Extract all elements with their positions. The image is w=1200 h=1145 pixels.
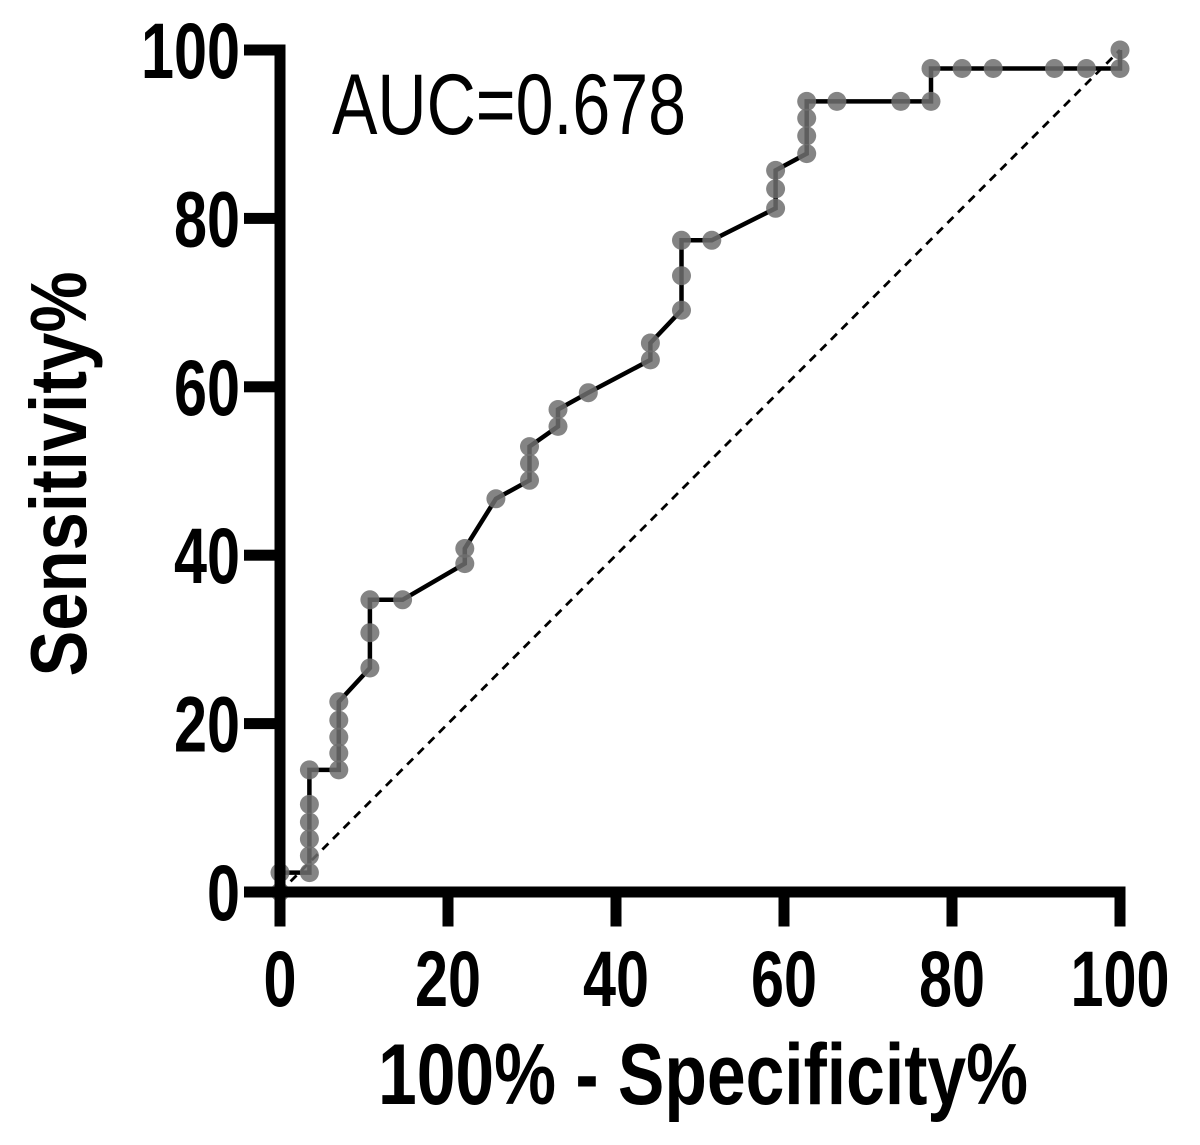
- y-tick: [244, 381, 275, 393]
- y-tick: [244, 44, 275, 56]
- roc-data-point: [299, 846, 319, 866]
- x-tick-label: 100: [1071, 934, 1170, 1023]
- roc-data-point: [672, 230, 691, 250]
- roc-data-point: [299, 829, 319, 849]
- y-tick: [244, 886, 275, 898]
- roc-data-point: [299, 760, 319, 780]
- x-tick-label: 20: [415, 934, 481, 1023]
- x-axis-title: 100% - Specificity%: [378, 1027, 1028, 1123]
- y-tick: [244, 549, 275, 561]
- roc-data-point: [921, 91, 941, 111]
- roc-data-point: [329, 743, 349, 763]
- roc-data-point: [1076, 59, 1096, 78]
- x-tick-label: 80: [919, 934, 985, 1023]
- roc-data-point: [455, 554, 475, 574]
- y-tick: [244, 718, 275, 730]
- roc-curve-layer: [270, 40, 1130, 902]
- roc-data-point: [299, 812, 319, 832]
- y-tick: [244, 212, 275, 224]
- roc-data-point: [360, 590, 380, 610]
- roc-data-point: [797, 108, 817, 128]
- y-tick-label: 100: [141, 6, 240, 95]
- identity-dashed-line: [279, 49, 1121, 893]
- y-tick-label: 20: [174, 680, 240, 769]
- roc-data-point: [299, 863, 319, 883]
- roc-data-point: [827, 91, 847, 111]
- roc-data-point: [797, 91, 817, 111]
- roc-data-point: [548, 400, 568, 419]
- roc-data-point: [921, 59, 941, 78]
- roc-data-point: [1110, 59, 1130, 78]
- x-tick: [946, 897, 958, 927]
- roc-data-point: [520, 453, 539, 473]
- x-tick: [1114, 897, 1126, 927]
- x-tick: [442, 897, 454, 927]
- roc-data-point: [520, 437, 539, 457]
- roc-data-point: [329, 710, 349, 730]
- x-tick-label: 0: [264, 934, 297, 1023]
- x-tick-label: 60: [751, 934, 817, 1023]
- roc-data-point: [797, 126, 817, 146]
- roc-data-point: [766, 198, 786, 218]
- roc-data-point: [1045, 59, 1064, 78]
- x-tick: [610, 897, 622, 927]
- roc-data-point: [393, 590, 413, 610]
- roc-data-point: [548, 416, 568, 436]
- y-tick-label: 40: [174, 511, 240, 600]
- roc-data-point: [797, 144, 817, 164]
- roc-data-point: [329, 760, 349, 780]
- roc-data-point: [672, 266, 691, 286]
- roc-data-point: [329, 727, 349, 747]
- roc-data-point: [983, 59, 1003, 78]
- y-tick-label: 60: [174, 343, 240, 432]
- x-tick: [274, 897, 286, 927]
- y-tick-label: 80: [174, 174, 240, 263]
- roc-data-point: [486, 489, 506, 509]
- roc-data-point: [329, 692, 349, 712]
- roc-data-point: [672, 300, 691, 320]
- roc-data-point: [640, 333, 660, 353]
- axes-layer: [244, 44, 1126, 927]
- roc-data-point: [299, 794, 319, 814]
- roc-data-point: [952, 59, 972, 78]
- roc-data-point: [766, 179, 786, 199]
- y-axis-title: Sensitivity%: [14, 272, 103, 677]
- roc-data-point: [455, 539, 475, 558]
- roc-data-point: [766, 160, 786, 180]
- roc-data-point: [1110, 40, 1130, 60]
- roc-data-point: [702, 230, 722, 250]
- roc-data-point: [640, 350, 660, 370]
- y-axis-spine: [274, 44, 286, 898]
- identity-line-layer: [279, 49, 1121, 893]
- roc-data-point: [520, 470, 539, 490]
- y-tick-label: 0: [207, 848, 240, 937]
- roc-data-point: [360, 623, 380, 643]
- roc-data-point: [578, 383, 598, 403]
- roc-data-point: [360, 658, 380, 678]
- roc-data-point: [891, 91, 911, 111]
- auc-annotation: AUC=0.678: [332, 57, 686, 153]
- x-tick: [778, 897, 790, 927]
- x-tick-label: 40: [583, 934, 649, 1023]
- tick-label-layer: 0 20 40 60 80 100 0 20 40 60 80 100: [141, 6, 1170, 1023]
- x-axis-spine: [274, 886, 1126, 898]
